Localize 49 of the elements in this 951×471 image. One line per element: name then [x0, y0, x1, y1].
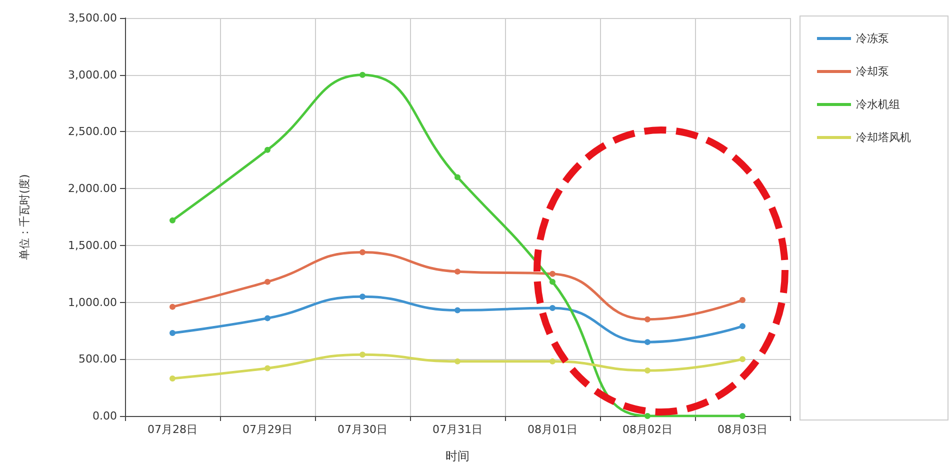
point — [644, 316, 650, 322]
point — [644, 339, 650, 346]
point — [360, 352, 366, 358]
point — [550, 304, 556, 311]
legend-label: 冷冻泵 — [856, 32, 889, 45]
point — [170, 330, 176, 336]
y-tick-label: 2,000.00 — [68, 182, 117, 196]
x-tick-label: 08月03日 — [718, 423, 768, 436]
x-tick-label: 08月01日 — [528, 423, 578, 436]
point — [550, 278, 556, 285]
x-axis-title: 时间 — [446, 449, 470, 463]
y-tick-label: 500.00 — [78, 352, 117, 366]
point — [360, 72, 366, 78]
y-tick-label: 3,500.00 — [68, 12, 117, 24]
point — [170, 304, 176, 310]
point — [740, 297, 746, 304]
y-tick-label: 3,000.00 — [68, 68, 117, 82]
legend-label: 冷水机组 — [856, 98, 900, 111]
x-tick-label: 07月29日 — [242, 423, 292, 436]
point — [550, 270, 556, 277]
point — [644, 413, 650, 419]
x-tick-label: 07月28日 — [148, 423, 198, 436]
point — [360, 294, 366, 300]
legend-label: 冷却塔风机 — [856, 131, 911, 144]
point — [264, 146, 270, 153]
y-tick-label: 1,500.00 — [68, 238, 117, 252]
y-tick-label: 1,000.00 — [68, 296, 117, 309]
y-tick-label: 0.00 — [92, 410, 117, 422]
point — [170, 217, 176, 224]
x-tick-label: 07月31日 — [432, 423, 482, 436]
point — [264, 365, 270, 372]
point — [264, 315, 270, 322]
y-axis-title: 单位：千瓦时(度) — [18, 174, 31, 260]
point — [454, 307, 460, 314]
point — [360, 249, 366, 256]
point — [170, 375, 176, 382]
x-tick-label: 08月02日 — [622, 423, 672, 436]
legend-label: 冷却泵 — [856, 65, 889, 78]
point — [264, 278, 270, 285]
x-tick-label: 07月30日 — [338, 423, 388, 436]
point — [454, 174, 460, 180]
point — [644, 368, 650, 374]
point — [454, 358, 460, 364]
point — [740, 356, 746, 362]
point — [740, 323, 746, 330]
point — [550, 358, 556, 364]
point — [740, 413, 746, 419]
point — [454, 268, 460, 275]
y-tick-label: 2,500.00 — [68, 125, 117, 138]
